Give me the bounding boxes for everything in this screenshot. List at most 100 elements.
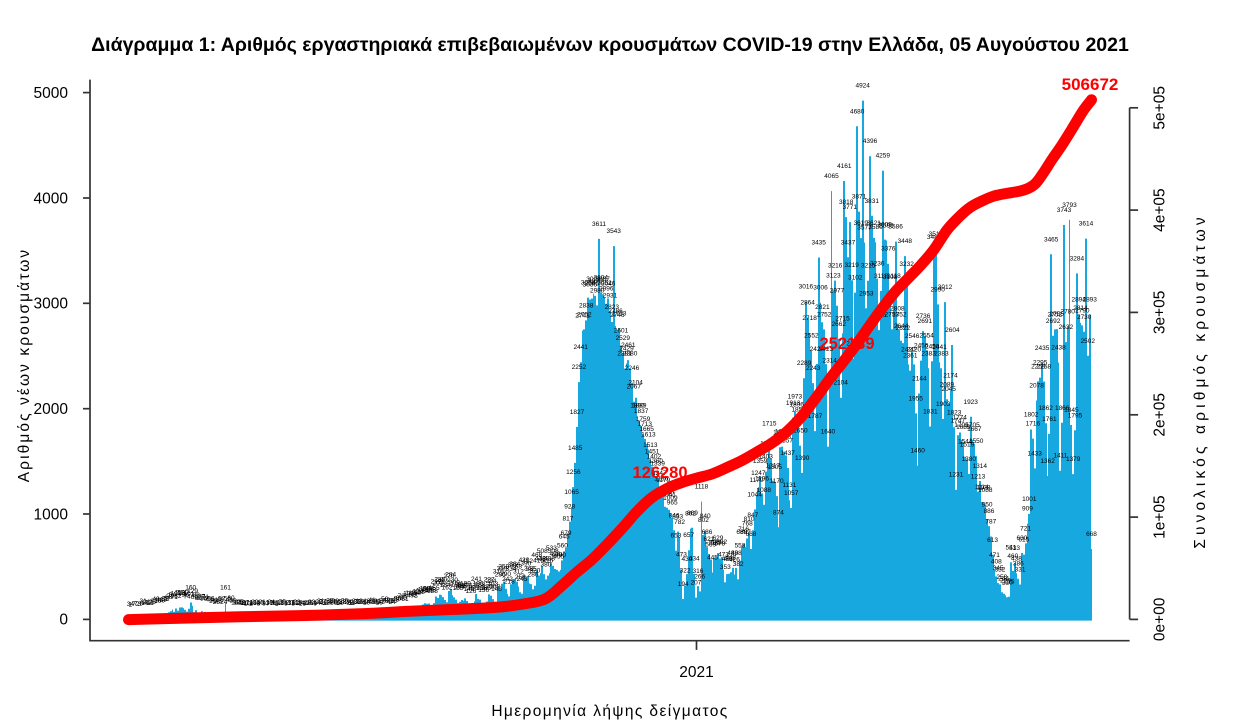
svg-text:156: 156 (467, 585, 478, 592)
svg-text:9: 9 (262, 601, 266, 608)
svg-text:1114: 1114 (975, 484, 989, 491)
svg-text:645: 645 (559, 533, 570, 540)
svg-text:39: 39 (385, 597, 393, 604)
svg-text:141: 141 (418, 587, 429, 594)
svg-text:1041: 1041 (661, 492, 676, 499)
svg-text:1705: 1705 (954, 422, 969, 429)
svg-text:817: 817 (562, 515, 573, 522)
svg-text:28: 28 (354, 598, 362, 605)
svg-text:489: 489 (727, 550, 738, 557)
svg-text:2174: 2174 (943, 372, 958, 379)
svg-text:35: 35 (229, 598, 237, 605)
svg-text:18: 18 (321, 600, 329, 607)
svg-text:862: 862 (685, 511, 696, 518)
svg-text:569: 569 (705, 542, 716, 549)
svg-text:17: 17 (145, 600, 153, 607)
svg-text:3104: 3104 (594, 274, 609, 281)
svg-text:3219: 3219 (844, 262, 859, 269)
svg-text:56: 56 (224, 596, 232, 603)
svg-text:2808: 2808 (890, 306, 905, 313)
svg-text:380: 380 (540, 561, 551, 568)
svg-text:31: 31 (139, 598, 147, 605)
svg-text:188: 188 (475, 582, 486, 589)
svg-text:2529: 2529 (616, 335, 631, 342)
svg-text:13: 13 (284, 600, 292, 607)
svg-text:3771: 3771 (843, 204, 858, 211)
svg-text:613: 613 (987, 537, 998, 544)
svg-text:447: 447 (725, 554, 736, 561)
svg-text:3118: 3118 (887, 273, 901, 280)
svg-text:2931: 2931 (603, 293, 618, 300)
svg-text:23: 23 (293, 599, 301, 606)
svg-text:4161: 4161 (837, 163, 852, 170)
svg-text:840: 840 (700, 513, 711, 520)
svg-text:874: 874 (773, 509, 784, 516)
svg-text:2067: 2067 (627, 384, 642, 391)
svg-text:2258: 2258 (1037, 364, 1052, 371)
svg-text:215: 215 (1004, 579, 1015, 586)
svg-text:11: 11 (147, 600, 154, 607)
svg-text:2383: 2383 (921, 350, 936, 357)
svg-text:1108: 1108 (977, 485, 991, 492)
svg-text:430: 430 (722, 556, 733, 563)
svg-text:2741: 2741 (575, 313, 590, 320)
svg-text:13: 13 (262, 600, 270, 607)
svg-text:1179: 1179 (750, 477, 764, 484)
svg-text:1360: 1360 (649, 458, 664, 465)
svg-text:224: 224 (486, 578, 497, 585)
svg-text:1889: 1889 (632, 402, 647, 409)
svg-text:35: 35 (154, 598, 162, 605)
svg-text:533: 533 (546, 545, 557, 552)
svg-text:10: 10 (299, 600, 307, 607)
svg-text:110: 110 (411, 590, 422, 597)
svg-text:716: 716 (738, 526, 749, 533)
svg-text:28: 28 (328, 598, 336, 605)
svg-text:25: 25 (237, 599, 245, 606)
svg-text:335: 335 (526, 566, 537, 573)
svg-text:1715: 1715 (762, 421, 777, 428)
svg-text:34: 34 (359, 598, 367, 605)
svg-text:21: 21 (143, 599, 151, 606)
svg-text:3743: 3743 (1057, 207, 1072, 214)
svg-text:2423: 2423 (819, 346, 834, 353)
svg-text:768: 768 (742, 521, 753, 528)
svg-text:2730: 2730 (1077, 314, 1092, 321)
svg-text:1550: 1550 (969, 438, 984, 445)
svg-text:1705: 1705 (965, 422, 980, 429)
svg-text:438: 438 (1011, 555, 1022, 562)
svg-text:25: 25 (357, 599, 365, 606)
svg-text:11: 11 (270, 600, 277, 607)
svg-text:1009: 1009 (663, 495, 678, 502)
svg-text:1: 1 (128, 601, 132, 608)
svg-text:14: 14 (313, 600, 321, 607)
svg-text:129: 129 (187, 588, 198, 595)
svg-text:25: 25 (149, 599, 157, 606)
svg-text:160: 160 (185, 585, 196, 592)
svg-text:26: 26 (334, 599, 342, 606)
svg-text:3437: 3437 (841, 239, 856, 246)
svg-text:Ημερομηνία λήψης δείγματος: Ημερομηνία λήψης δείγματος (491, 703, 728, 720)
svg-text:24: 24 (345, 599, 353, 606)
svg-text:3123: 3123 (826, 272, 841, 279)
svg-text:1802: 1802 (1024, 412, 1039, 419)
svg-text:10: 10 (244, 600, 252, 607)
svg-text:2438: 2438 (1051, 345, 1066, 352)
svg-text:3465: 3465 (1044, 236, 1059, 243)
svg-text:1403: 1403 (758, 454, 773, 461)
svg-text:217: 217 (431, 579, 442, 586)
svg-text:3216: 3216 (828, 263, 843, 270)
svg-text:88: 88 (193, 592, 201, 599)
svg-text:114: 114 (176, 589, 187, 596)
svg-text:16: 16 (363, 600, 371, 607)
svg-text:3580: 3580 (868, 224, 883, 231)
svg-text:2361: 2361 (903, 353, 918, 360)
svg-text:1640: 1640 (821, 429, 836, 436)
svg-text:51: 51 (161, 596, 169, 603)
svg-text:161: 161 (220, 584, 231, 591)
svg-text:1411: 1411 (1053, 453, 1067, 460)
svg-text:78: 78 (410, 593, 418, 600)
svg-text:316: 316 (692, 568, 703, 575)
svg-text:9: 9 (313, 601, 317, 608)
svg-text:148: 148 (491, 586, 502, 593)
svg-text:1088: 1088 (978, 487, 993, 494)
